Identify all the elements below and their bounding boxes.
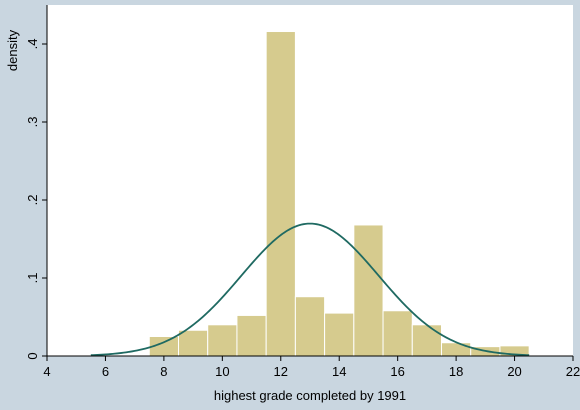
- histogram-bar: [441, 342, 472, 357]
- y-tick-label: .2: [25, 195, 40, 206]
- histogram-bar: [353, 224, 384, 357]
- y-tick-label: .4: [25, 39, 40, 50]
- y-tick-label: .1: [25, 273, 40, 284]
- x-tick-label: 4: [43, 364, 50, 379]
- histogram-bar: [207, 324, 238, 357]
- bars-group: [148, 31, 530, 357]
- x-tick-label: 6: [102, 364, 109, 379]
- y-tick-label: .3: [25, 117, 40, 128]
- histogram-bar: [382, 310, 413, 357]
- histogram-bar: [324, 312, 355, 357]
- normal-density-curve: [90, 222, 530, 357]
- histogram-bar: [294, 296, 326, 357]
- y-axis-title: density: [5, 29, 20, 71]
- histogram-bar: [411, 324, 442, 357]
- x-axis-ticks: 4 6 8 10 12 14 16 18 20 22: [43, 356, 580, 379]
- x-tick-label: 14: [332, 364, 346, 379]
- x-tick-label: 20: [507, 364, 521, 379]
- x-tick-label: 18: [449, 364, 463, 379]
- x-tick-label: 22: [566, 364, 580, 379]
- y-tick-label: 0: [25, 352, 40, 359]
- x-axis-title: highest grade completed by 1991: [214, 388, 406, 403]
- histogram-bar: [236, 314, 267, 357]
- x-tick-label: 10: [215, 364, 229, 379]
- x-tick-label: 12: [274, 364, 288, 379]
- x-tick-label: 16: [390, 364, 404, 379]
- histogram-bar: [178, 329, 209, 357]
- y-axis-ticks: 0 .1 .2 .3 .4: [25, 39, 47, 360]
- histogram-bar: [265, 31, 296, 357]
- x-tick-label: 8: [160, 364, 167, 379]
